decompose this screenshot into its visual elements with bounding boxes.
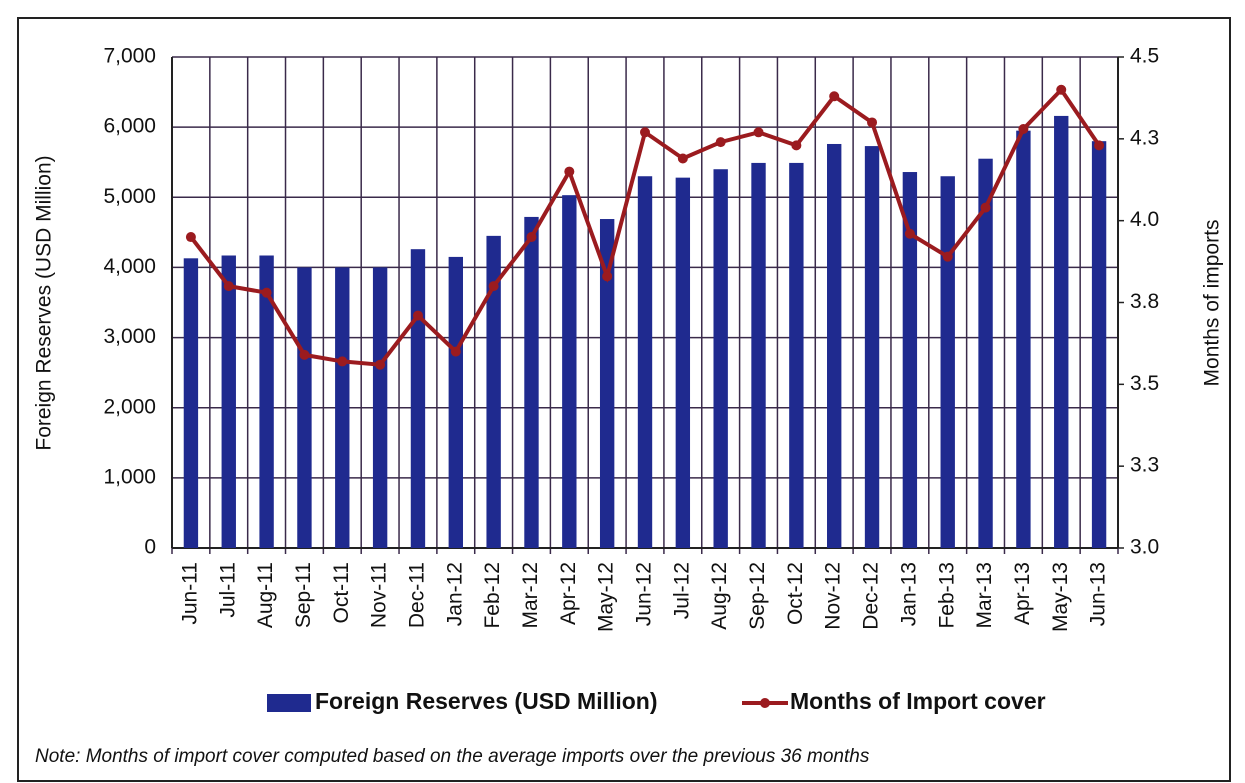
x-tick-label: Sep-11 [292, 562, 315, 628]
y2-tick-label: 3.0 [1130, 536, 1159, 559]
line-point [1018, 124, 1029, 135]
bar [789, 162, 804, 548]
y2-tick-label: 3.8 [1130, 290, 1159, 313]
line-point [753, 127, 764, 138]
y-tick-label: 5,000 [103, 185, 156, 208]
line-point [450, 346, 461, 357]
line-point [715, 137, 726, 148]
line-point [829, 91, 840, 102]
x-tick-label: Aug-11 [254, 562, 277, 628]
x-tick-label: Jun-12 [633, 562, 656, 626]
bar [978, 158, 993, 548]
line-point [867, 117, 878, 128]
bar [827, 143, 842, 548]
line-point [299, 349, 310, 360]
line-point [602, 271, 613, 282]
bar [297, 267, 312, 548]
x-tick-label: Dec-11 [406, 562, 429, 628]
line-point [942, 251, 953, 262]
note: Note: Months of import cover computed ba… [35, 746, 870, 767]
y-tick-label: 6,000 [103, 115, 156, 138]
x-tick-label: Dec-12 [860, 562, 883, 630]
line-point [337, 356, 348, 367]
x-tick-label: Feb-13 [935, 562, 958, 629]
bar [221, 255, 236, 549]
x-tick-label: Oct-11 [330, 562, 353, 623]
x-tick-label: Mar-13 [973, 562, 996, 629]
bar [259, 255, 274, 549]
x-tick-label: Feb-12 [481, 562, 504, 629]
bar [675, 177, 691, 548]
legend-swatch [760, 698, 770, 708]
y2-tick-label: 3.3 [1130, 454, 1159, 477]
bar [1054, 115, 1069, 549]
x-tick-label: Nov-12 [822, 562, 845, 630]
x-tick-label: Jan-12 [443, 562, 466, 626]
bar [864, 146, 880, 548]
y-tick-label: 7,000 [103, 45, 156, 68]
y-tick-label: 2,000 [103, 395, 156, 418]
x-tick-label: Oct-12 [784, 562, 807, 625]
bar [448, 256, 463, 548]
x-tick-label: Jun-11 [178, 562, 201, 625]
line-point [640, 127, 650, 138]
x-tick-label: May-12 [595, 562, 618, 632]
x-tick-label: Apr-12 [557, 562, 580, 625]
bar [486, 235, 501, 548]
line-point [980, 202, 991, 213]
x-tick-label: Nov-11 [368, 562, 391, 628]
line-point [791, 140, 802, 151]
x-tick-label: Jul-12 [670, 562, 693, 619]
line-point [261, 287, 272, 298]
bar [183, 258, 199, 548]
y-tick-label: 1,000 [103, 465, 156, 488]
bar [1091, 141, 1107, 548]
x-tick-label: Jul-11 [216, 562, 239, 618]
chart-frame [17, 17, 1231, 782]
y2-tick-label: 4.3 [1130, 126, 1159, 149]
bar [940, 176, 955, 548]
bar [1016, 130, 1031, 548]
line-point [488, 281, 499, 292]
bar [562, 195, 577, 548]
x-tick-label: Mar-12 [519, 562, 542, 629]
line-point [412, 310, 423, 321]
line-point [1094, 140, 1105, 151]
bar [902, 172, 918, 548]
line-point [677, 153, 688, 164]
bar [335, 267, 350, 548]
bar [599, 219, 615, 548]
y-tick-label: 3,000 [103, 325, 156, 348]
line-point [1056, 84, 1067, 95]
line-point [223, 281, 234, 292]
legend-label: Foreign Reserves (USD Million) [315, 688, 658, 714]
bar [410, 249, 426, 549]
x-tick-label: Jun-13 [1087, 562, 1110, 626]
x-tick-label: Aug-12 [708, 562, 731, 630]
x-tick-label: May-13 [1049, 562, 1072, 632]
bar [751, 162, 766, 548]
legend-label: Months of Import cover [790, 688, 1046, 714]
line-point [526, 232, 537, 243]
y-axis-label: Foreign Reserves (USD Million) [33, 155, 56, 450]
line-point [904, 228, 915, 239]
bar [372, 267, 388, 548]
y-tick-label: 4,000 [103, 255, 156, 278]
legend-swatch [267, 694, 311, 712]
bar [713, 169, 728, 548]
bar [524, 216, 539, 548]
line-point [564, 166, 575, 177]
y-tick-label: 0 [144, 536, 156, 559]
line-point [375, 359, 386, 370]
line-point [185, 232, 196, 243]
y2-tick-label: 4.0 [1130, 208, 1159, 231]
y2-tick-label: 3.5 [1130, 372, 1159, 395]
y2-axis-label: Months of imports [1201, 220, 1224, 387]
x-tick-label: Apr-13 [1011, 562, 1034, 625]
x-tick-label: Sep-12 [746, 562, 769, 630]
x-tick-label: Jan-13 [897, 562, 920, 626]
bar [637, 176, 653, 548]
y2-tick-label: 4.5 [1130, 45, 1159, 68]
